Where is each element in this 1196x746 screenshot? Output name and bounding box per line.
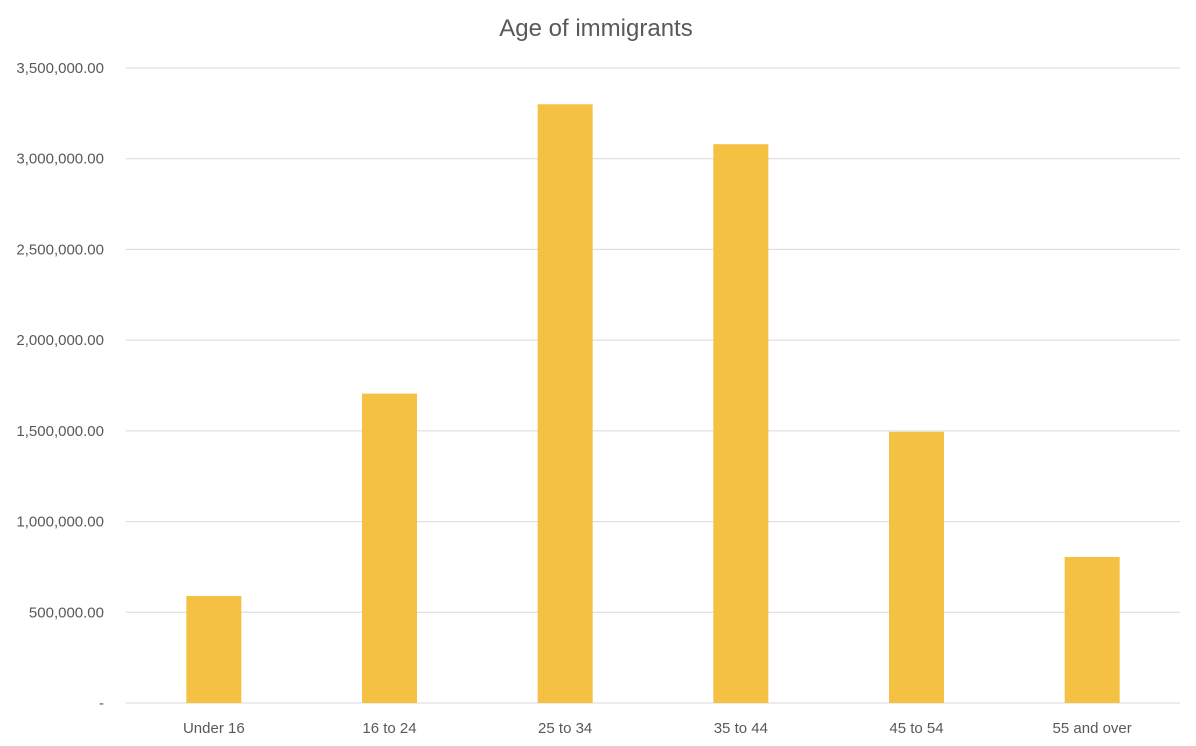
y-tick-label: 500,000.00	[29, 604, 104, 621]
y-tick-label: 2,500,000.00	[16, 241, 104, 258]
bars	[186, 104, 1120, 704]
y-tick-label: 1,000,000.00	[16, 514, 104, 531]
x-axis-tick-labels: Under 16 16 to 24 25 to 34 35 to 44 45 to 54…	[183, 720, 1132, 737]
x-tick-label: 45 to 54	[889, 720, 943, 737]
x-tick-label: Under 16	[183, 720, 245, 737]
bar	[186, 595, 242, 703]
x-tick-label: 25 to 34	[538, 720, 592, 737]
bar	[889, 431, 944, 703]
y-tick-label: 1,500,000.00	[16, 423, 104, 440]
y-tick-label: 3,000,000.00	[16, 151, 104, 168]
x-tick-label: 35 to 44	[714, 720, 768, 737]
y-tick-label: 2,000,000.00	[16, 332, 104, 349]
y-tick-label: -	[99, 695, 104, 712]
y-axis-tick-labels: - 500,000.00 1,000,000.00 1,500,000.00 2,000…	[16, 60, 104, 712]
bar	[362, 393, 417, 703]
y-tick-label: 3,500,000.00	[16, 60, 104, 77]
x-tick-label: 16 to 24	[362, 720, 416, 737]
bar	[537, 104, 593, 704]
bar	[713, 144, 769, 703]
gridlines	[126, 67, 1180, 704]
chart-title: Age of immigrants	[499, 15, 692, 42]
bar	[1064, 556, 1120, 703]
x-tick-label: 55 and over	[1053, 720, 1132, 737]
